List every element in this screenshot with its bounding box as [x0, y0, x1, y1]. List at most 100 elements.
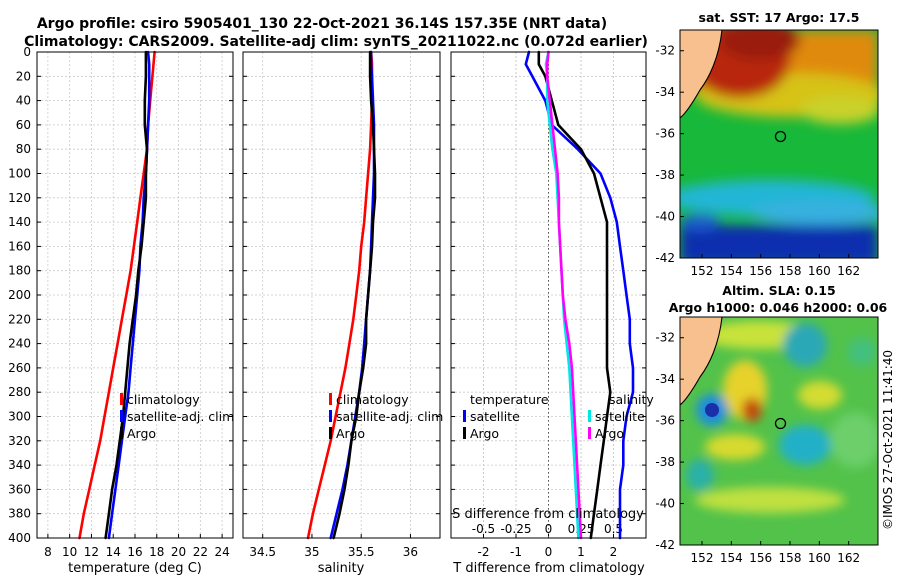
salinity-axes-box	[242, 51, 441, 539]
series-line-argo	[104, 50, 149, 540]
x-tick-label: 35	[304, 545, 319, 559]
depth-tick-label: 160	[8, 239, 31, 253]
legend-label-argo: Argo	[127, 426, 156, 441]
salinity-legend: climatology satellite-adj. clim Argo	[329, 392, 443, 441]
x-tick-label: 1	[577, 545, 585, 559]
map-latitude-label: -32	[655, 331, 675, 345]
depth-tick-label: 120	[8, 191, 31, 205]
legend-label-s-satellite: satellite	[595, 409, 645, 424]
temperature-tick-labels: 8 10 12 14 16 18 20 22 24	[44, 545, 230, 559]
series-line-argo	[332, 50, 377, 540]
map-latitude-label: -40	[655, 210, 675, 224]
legend-label-satellite-adj: satellite-adj. clim	[127, 409, 234, 424]
depth-tick-label: 300	[8, 410, 31, 424]
map-longitude-label: 152	[691, 551, 714, 565]
map-longitude-label: 154	[720, 264, 743, 278]
sst-latitude-ticks: -32 -34 -36 -38 -40 -42	[655, 44, 684, 265]
sla-argo-position-marker	[774, 417, 787, 430]
legend-swatch-satellite-adj	[329, 410, 332, 422]
x-tick-label: 36	[403, 545, 418, 559]
difference-legend-salinity: salinity satellite Argo	[588, 392, 654, 441]
depth-tick-label: 40	[16, 94, 31, 108]
map-longitude-label: 162	[837, 551, 860, 565]
depth-tick-label: 80	[16, 142, 31, 156]
x-tick-label: 0	[545, 545, 553, 559]
temperature-series	[78, 50, 156, 540]
x-tick-label: 35.5	[348, 545, 375, 559]
x-tick-label: -1	[510, 545, 522, 559]
legend-swatch-t-argo	[463, 427, 466, 439]
map-longitude-label: 152	[691, 264, 714, 278]
t-difference-xlabel: T difference from climatology	[452, 561, 645, 576]
legend-swatch-s-satellite	[588, 410, 591, 422]
map-longitude-label: 158	[779, 264, 802, 278]
depth-tick-label: 360	[8, 482, 31, 496]
map-latitude-label: -40	[655, 497, 675, 511]
sla-latitude-ticks: -32 -34 -36 -38 -40 -42	[655, 331, 684, 552]
map-latitude-label: -42	[655, 251, 675, 265]
sst-blur-layer	[680, 30, 878, 258]
x-tick-label: 24	[214, 545, 229, 559]
sla-coastline	[680, 317, 723, 406]
sla-teal-northeast	[848, 338, 876, 366]
temperature-legend: climatology satellite-adj. clim Argo	[120, 392, 234, 441]
depth-tick-label: 60	[16, 118, 31, 132]
sst-land	[680, 30, 722, 118]
sla-cyan-north	[783, 323, 827, 367]
depth-tick-label: 0	[23, 45, 31, 59]
temperature-axes-box	[36, 51, 234, 539]
sst-map-field	[680, 30, 878, 258]
sla-yellow-south	[705, 434, 765, 460]
x-tick-label: 20	[171, 545, 186, 559]
legend-label-climatology: climatology	[127, 392, 200, 407]
sst-map: sat. SST: 17 Argo: 17.5 152 154 156 158 160 1…	[655, 10, 879, 278]
sla-map-frame	[679, 316, 879, 546]
t-difference-tick-labels: -2 -1 0 1 2	[478, 545, 618, 559]
map-latitude-label: -32	[655, 44, 675, 58]
map-longitude-label: 160	[808, 551, 831, 565]
x-tick-label: 16	[127, 545, 142, 559]
map-latitude-label: -42	[655, 538, 675, 552]
x2-tick-label: 0.5	[604, 522, 623, 536]
depth-tick-label: 100	[8, 167, 31, 181]
difference-series	[524, 50, 635, 540]
map-latitude-label: -38	[655, 168, 675, 182]
x-tick-label: 18	[149, 545, 164, 559]
legend-title-salinity: salinity	[609, 392, 654, 407]
sla-longitude-ticks: 152 154 156 158 160 162	[691, 541, 860, 565]
temperature-panel: 0 20 40 60 80 100 120 140 160 180 200 220 240 260 280 3…	[8, 45, 234, 576]
sla-map-title-line1: Altim. SLA: 0.15	[722, 283, 835, 298]
map-latitude-label: -34	[655, 372, 675, 386]
legend-label-t-satellite: satellite	[470, 409, 520, 424]
sla-cyan-south	[779, 425, 831, 465]
salinity-xlabel: salinity	[318, 561, 365, 576]
legend-swatch-climatology	[329, 393, 332, 405]
x-tick-label: 22	[193, 545, 208, 559]
salinity-panel: 34.5 35 35.5 36 salinity climatology satell…	[242, 50, 443, 576]
sla-land	[680, 317, 722, 405]
sla-yellow-bottom	[695, 487, 845, 513]
sst-blue-west	[680, 214, 720, 230]
map-longitude-label: 158	[779, 551, 802, 565]
legend-title-temperature: temperature	[470, 392, 549, 407]
depth-tick-labels: 0 20 40 60 80 100 120 140 160 180 200 220 240 260 280 3…	[8, 45, 31, 545]
map-latitude-label: -34	[655, 85, 675, 99]
depth-tick-label: 280	[8, 385, 31, 399]
map-latitude-label: -36	[655, 127, 675, 141]
depth-tick-label: 200	[8, 288, 31, 302]
x-tick-label: 12	[84, 545, 99, 559]
sla-negative-core	[705, 403, 719, 417]
sla-positive-core	[742, 398, 762, 422]
sst-longitude-ticks: 152 154 156 158 160 162	[691, 254, 860, 278]
map-longitude-label: 160	[808, 264, 831, 278]
depth-tick-label: 260	[8, 361, 31, 375]
depth-tick-label: 220	[8, 312, 31, 326]
legend-swatch-s-argo	[588, 427, 591, 439]
x2-tick-label: -0.5	[472, 522, 495, 536]
depth-tick-label: 180	[8, 264, 31, 278]
sla-map-title-line2: Argo h1000: 0.046 h2000: 0.06	[669, 300, 888, 315]
depth-tick-label: 400	[8, 531, 31, 545]
s-difference-xlabel: S difference from climatology	[452, 507, 644, 522]
legend-swatch-argo	[120, 427, 123, 439]
salinity-tick-labels: 34.5 35 35.5 36	[249, 545, 418, 559]
